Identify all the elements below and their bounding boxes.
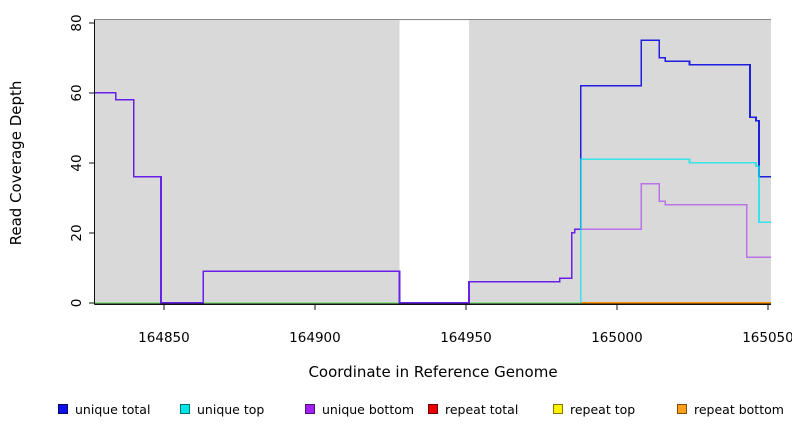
legend-label: repeat top	[570, 402, 636, 417]
legend-label: unique bottom	[322, 402, 415, 417]
legend-label: unique top	[197, 402, 265, 417]
y-tick-label: 0	[69, 298, 85, 308]
y-tick-label: 60	[69, 84, 85, 102]
series-unique-top	[579, 158, 771, 303]
legend-swatch	[180, 404, 190, 414]
x-tick-label: 164850	[138, 330, 190, 346]
x-axis-title: Coordinate in Reference Genome	[308, 363, 558, 381]
coverage-gap-band	[399, 20, 469, 304]
legend-swatch	[305, 404, 315, 414]
legend-swatch	[677, 404, 687, 414]
legend-swatch	[58, 404, 68, 414]
legend-label: unique total	[75, 402, 151, 417]
legend-swatch	[553, 404, 563, 414]
x-tick-label: 165050	[742, 330, 792, 346]
x-tick-label: 164900	[289, 330, 341, 346]
legend-label: repeat total	[445, 402, 519, 417]
x-tick-label: 165000	[591, 330, 643, 346]
y-tick-label: 40	[69, 154, 85, 172]
series-unique-bottom	[94, 91, 771, 304]
x-tick-label: 164950	[440, 330, 492, 346]
y-axis-title: Read Coverage Depth	[7, 80, 25, 246]
y-tick-label: 20	[69, 224, 85, 242]
legend-swatch	[428, 404, 438, 414]
legend-label: repeat bottom	[694, 402, 784, 417]
y-tick-label: 80	[69, 14, 85, 32]
